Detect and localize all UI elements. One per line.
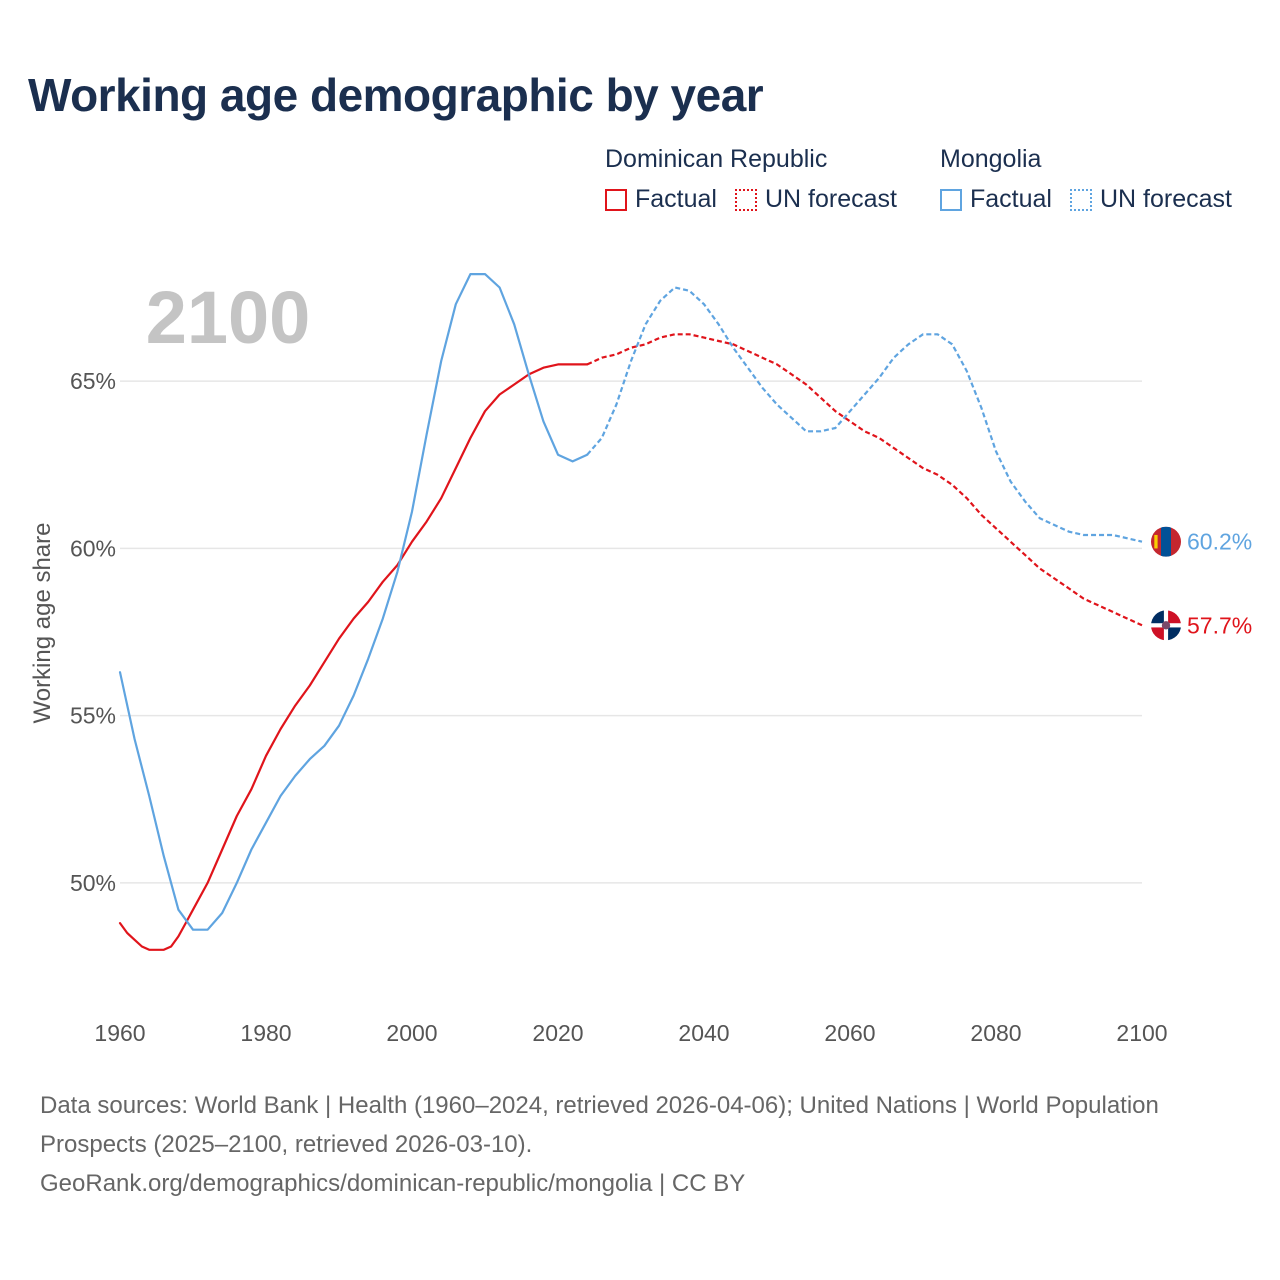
y-tick-label: 50%	[70, 870, 116, 896]
x-tick-label: 2000	[386, 1020, 437, 1046]
legend-label: UN forecast	[764, 185, 897, 213]
x-tick-label: 2040	[678, 1020, 729, 1046]
series-end-marker: 60.2%	[1151, 526, 1252, 557]
legend-mongolia: Mongolia Factual UN forecast	[940, 143, 1232, 214]
flag-quarter	[1168, 610, 1181, 624]
chart-title: Working age demographic by year	[28, 69, 764, 121]
x-tick-label: 2080	[970, 1020, 1021, 1046]
data-sources: Data sources: World Bank | Health (1960–…	[40, 1092, 1159, 1158]
legend-swatch-dotted	[734, 188, 757, 211]
mongolia-flag	[1151, 526, 1181, 557]
flag-soyombo	[1154, 534, 1158, 549]
footer: Data sources: World Bank | Health (1960–…	[40, 1086, 1230, 1203]
series-line-forecast	[586, 286, 1143, 543]
line-chart: 50% 55% 60% 65% 1960 1980 2000 2020 2040 2060 208…	[29, 273, 1252, 1046]
legend-country-label: Dominican Republic	[605, 145, 828, 173]
y-axis-ticks: 50% 55% 60% 65%	[70, 368, 116, 896]
legend-item-dr-forecast[interactable]: UN forecast	[734, 185, 897, 214]
series-lines	[118, 273, 1143, 951]
series-end-marker: 57.7%	[1151, 610, 1252, 641]
y-tick-label: 55%	[70, 703, 116, 729]
flag-band	[1161, 526, 1171, 557]
series-line-factual	[118, 363, 589, 951]
x-tick-label: 2020	[532, 1020, 583, 1046]
series-end-label: 60.2%	[1187, 529, 1252, 555]
legend-label: UN forecast	[1099, 185, 1232, 213]
legend-swatch-solid	[605, 188, 627, 211]
x-tick-label: 1980	[240, 1020, 291, 1046]
legend-item-dr-factual[interactable]: Factual	[605, 185, 717, 214]
series-line-factual	[118, 273, 589, 931]
legend-country-label: Mongolia	[940, 145, 1042, 173]
y-tick-label: 60%	[70, 535, 116, 561]
source-link[interactable]: GeoRank.org/demographics/dominican-repub…	[40, 1170, 746, 1197]
legend-swatch-dotted	[1069, 188, 1092, 211]
grid-lines	[120, 380, 1142, 884]
x-axis-ticks: 1960 1980 2000 2020 2040 2060 2080 2100	[94, 1020, 1167, 1046]
legend-label: Factual	[970, 185, 1052, 213]
legend-swatch-solid	[940, 188, 962, 211]
flag-quarter	[1168, 627, 1181, 641]
y-axis-title: Working age share	[29, 523, 56, 724]
legend-item-mn-forecast[interactable]: UN forecast	[1069, 185, 1232, 214]
legend-label: Factual	[635, 185, 717, 213]
year-watermark: 2100	[146, 276, 311, 359]
legend-item-mn-factual[interactable]: Factual	[940, 185, 1052, 214]
series-line-forecast	[586, 333, 1143, 627]
y-tick-label: 65%	[70, 368, 116, 394]
x-tick-label: 2060	[824, 1020, 875, 1046]
x-tick-label: 2100	[1116, 1020, 1167, 1046]
series-end-label: 57.7%	[1187, 612, 1252, 638]
series-end-markers: 57.7% 60.2%	[1151, 526, 1252, 641]
flag-quarter	[1151, 627, 1164, 641]
flag-quarter	[1151, 610, 1164, 624]
x-tick-label: 1960	[94, 1020, 145, 1046]
dominican-republic-flag	[1151, 610, 1181, 641]
legend-dominican-republic: Dominican Republic Factual UN forecast	[605, 143, 915, 214]
flag-emblem	[1161, 621, 1171, 630]
